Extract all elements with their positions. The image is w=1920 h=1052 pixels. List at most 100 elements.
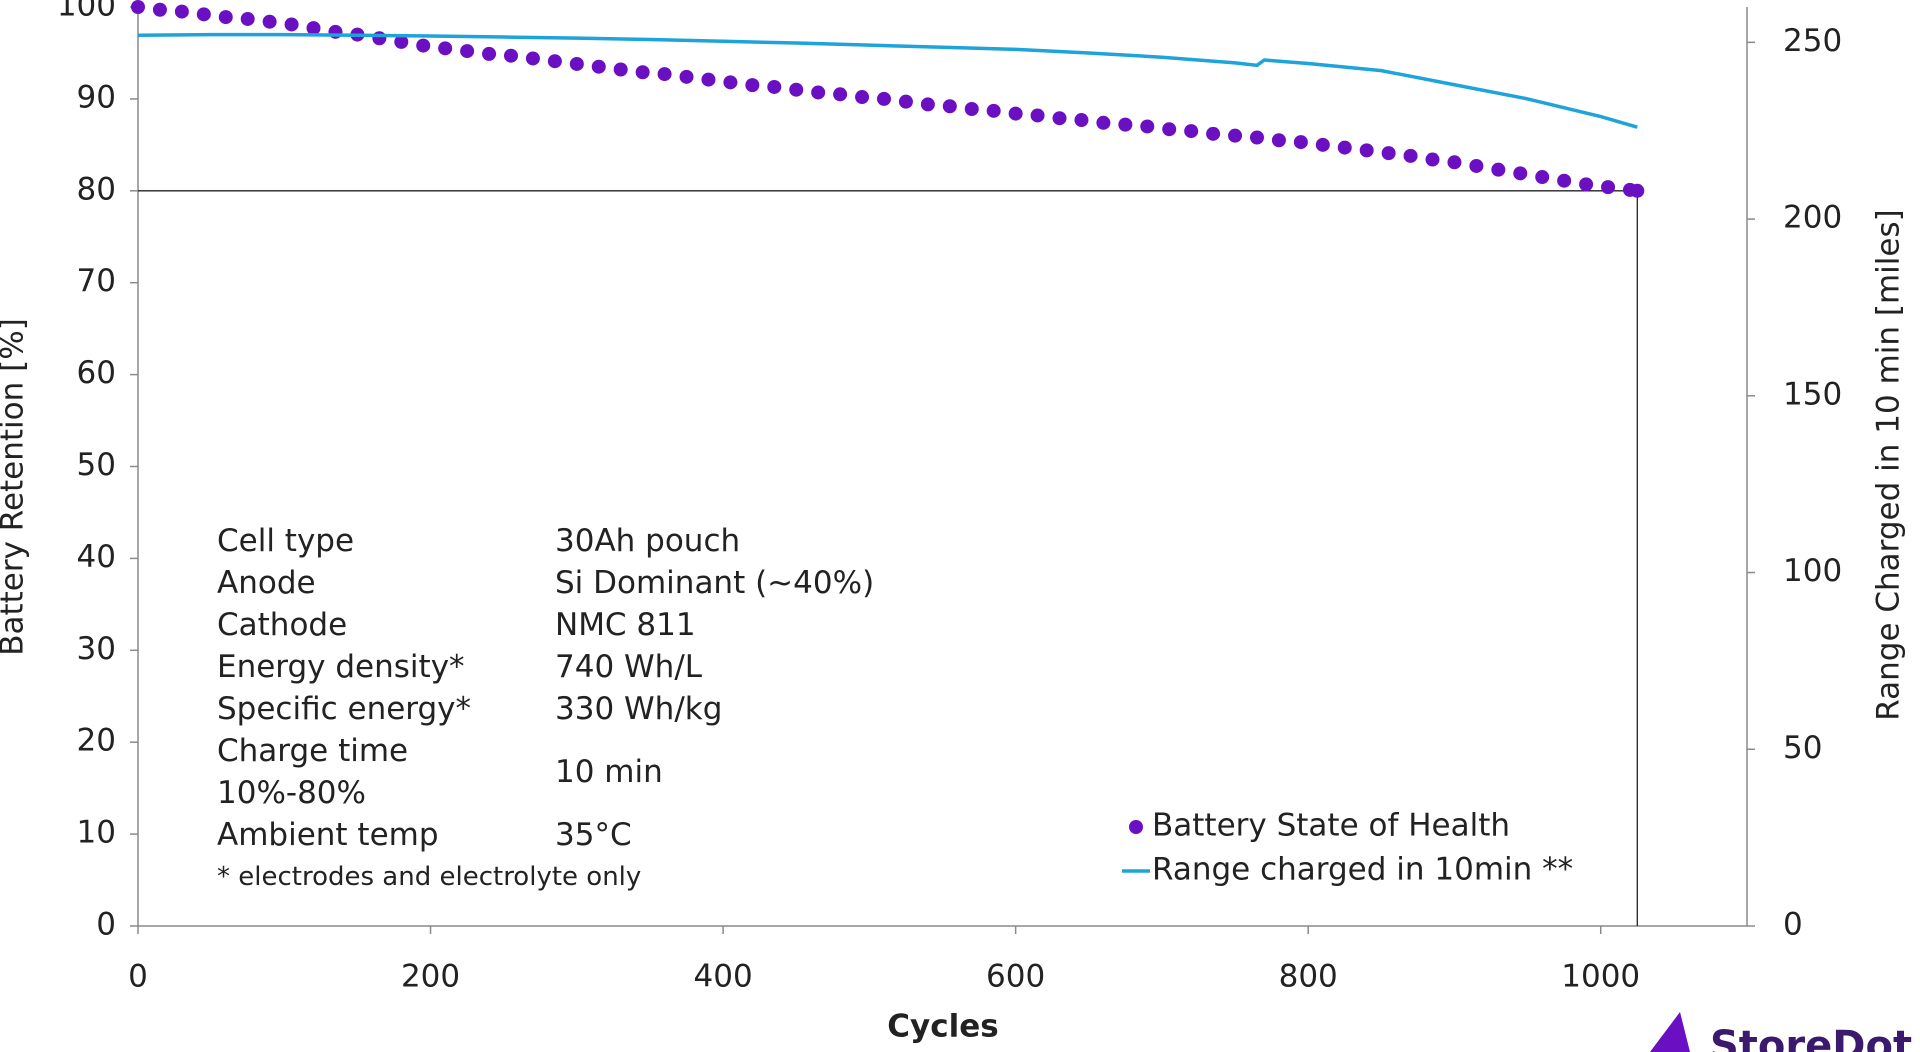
soh-dot	[789, 82, 804, 97]
soh-dot	[1403, 148, 1418, 163]
soh-dot	[898, 94, 913, 109]
x-tick-label: 600	[986, 959, 1045, 995]
soh-dot	[1513, 166, 1528, 181]
range-line	[137, 32, 1638, 129]
soh-dot	[1579, 177, 1594, 192]
soh-dot	[1381, 146, 1396, 161]
y-tick-label: 10	[77, 815, 116, 851]
soh-dot	[131, 0, 145, 14]
y2-axis-title: Range Charged in 10 min [miles]	[1871, 209, 1907, 720]
footnote: * electrodes and electrolyte only	[217, 862, 642, 892]
info-label: Cell type	[217, 523, 355, 559]
y-tick-label: 100	[57, 0, 116, 24]
logo-icon	[1650, 1012, 1690, 1052]
soh-dot	[701, 72, 716, 87]
soh-dot	[1535, 170, 1550, 185]
soh-dot	[503, 48, 518, 63]
soh-dot	[218, 10, 233, 25]
soh-dot	[811, 85, 826, 100]
y2-tick-label: 50	[1783, 730, 1822, 766]
y-tick-label: 40	[77, 539, 116, 575]
legend-marker	[1129, 820, 1143, 834]
soh-dot	[174, 4, 189, 19]
x-tick-label: 200	[401, 959, 460, 995]
soh-dot	[942, 99, 957, 114]
soh-dot	[372, 31, 387, 46]
x-tick-label: 800	[1279, 959, 1338, 995]
y-axis-title: Battery Retention [%]	[0, 318, 31, 656]
info-label: Charge time 10%-80%	[217, 733, 409, 811]
soh-dot	[1315, 137, 1330, 152]
info-label: Cathode	[217, 607, 348, 643]
info-value: Si Dominant (~40%)	[555, 565, 875, 601]
soh-dot	[196, 7, 211, 22]
y-tick-label: 70	[77, 263, 116, 299]
soh-dot	[767, 79, 782, 94]
soh-dot	[745, 78, 760, 93]
info-table: Cell type 30Ah pouch Anode Si Dominant (~40…	[217, 520, 874, 856]
soh-dot	[306, 21, 321, 36]
soh-dot	[1249, 130, 1264, 145]
soh-dot	[416, 38, 431, 53]
soh-dot	[1425, 152, 1440, 167]
soh-dot	[240, 11, 255, 26]
info-label: Anode	[217, 565, 316, 601]
soh-dot	[1447, 155, 1462, 170]
soh-dot	[547, 54, 562, 69]
soh-dot	[262, 14, 277, 29]
soh-dot	[1557, 173, 1572, 188]
y2-tick-label: 250	[1783, 23, 1842, 59]
soh-dot	[284, 17, 299, 32]
soh-dot	[438, 41, 453, 56]
soh-dot	[1293, 135, 1308, 150]
soh-dot	[1359, 143, 1374, 158]
y-tick-label: 50	[77, 447, 116, 483]
info-label: Specific energy*	[217, 691, 472, 727]
soh-dot	[1228, 128, 1243, 143]
soh-dot	[1162, 122, 1177, 137]
soh-dot	[855, 90, 870, 105]
soh-dot	[964, 102, 979, 117]
soh-dot	[723, 75, 738, 90]
soh-dot	[833, 87, 848, 102]
soh-dot	[876, 91, 891, 106]
soh-dot	[1184, 124, 1199, 139]
logo: StoreDot	[1710, 1023, 1912, 1052]
x-tick-label: 400	[694, 959, 753, 995]
soh-dot	[1601, 180, 1616, 195]
soh-dot	[152, 2, 167, 17]
soh-dot	[1337, 140, 1352, 155]
info-value: 35°C	[555, 817, 632, 853]
soh-dot	[482, 46, 497, 61]
soh-dot	[394, 34, 409, 49]
x-tick-label: 1000	[1561, 959, 1640, 995]
soh-dot	[679, 69, 694, 84]
y2-tick-label: 200	[1783, 200, 1842, 236]
y2-tick-label: 0	[1783, 907, 1803, 943]
soh-dot	[1469, 158, 1484, 173]
soh-dot	[1206, 126, 1221, 141]
soh-dot	[657, 67, 672, 82]
info-value: NMC 811	[555, 607, 696, 643]
soh-dot	[1030, 108, 1045, 123]
soh-dot	[1630, 183, 1645, 198]
legend-label: Range charged in 10min **	[1152, 852, 1573, 888]
soh-dot	[460, 44, 475, 59]
soh-dot	[1096, 115, 1111, 130]
x-axis-title: Cycles	[887, 1009, 998, 1045]
y-tick-label: 0	[96, 907, 116, 943]
soh-dot	[569, 56, 584, 71]
soh-dot	[920, 97, 935, 112]
soh-dot	[525, 51, 540, 66]
soh-dot	[1491, 162, 1506, 177]
soh-dot	[591, 59, 606, 74]
y2-tick-label: 150	[1783, 376, 1842, 412]
info-value: 740 Wh/L	[555, 649, 703, 685]
info-value: 330 Wh/kg	[555, 691, 723, 727]
info-label: Ambient temp	[217, 817, 439, 853]
soh-dot	[613, 62, 628, 77]
soh-dot	[986, 103, 1001, 118]
soh-dot	[1052, 111, 1067, 126]
